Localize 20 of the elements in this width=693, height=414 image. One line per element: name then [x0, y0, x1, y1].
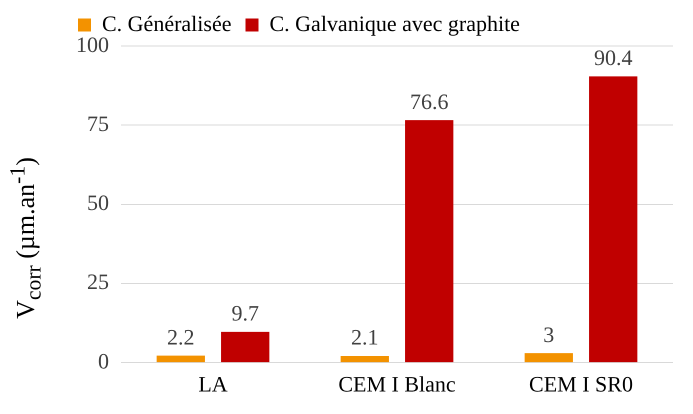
y-tick-label: 50 — [87, 190, 109, 216]
data-label: 76.6 — [410, 88, 448, 114]
x-tick-label: CEM I Blanc — [338, 372, 456, 397]
y-tick-label: 75 — [87, 110, 109, 136]
data-label: 9.7 — [231, 300, 259, 326]
bar — [221, 332, 270, 362]
x-tick-label: CEM I SR0 — [529, 372, 633, 397]
bar — [156, 356, 205, 362]
legend-label: C. Galvanique avec graphite — [269, 10, 520, 36]
bar — [405, 120, 454, 362]
data-label: 90.4 — [594, 45, 632, 70]
data-label: 2.1 — [351, 324, 379, 350]
y-tick-label: 0 — [98, 348, 109, 374]
bar — [589, 76, 638, 362]
bar — [524, 353, 573, 362]
data-label: 3 — [543, 322, 554, 347]
bar — [340, 356, 389, 362]
data-label: 2.2 — [167, 324, 195, 350]
y-tick-label: 25 — [87, 269, 109, 294]
x-tick-label: LA — [198, 372, 228, 397]
